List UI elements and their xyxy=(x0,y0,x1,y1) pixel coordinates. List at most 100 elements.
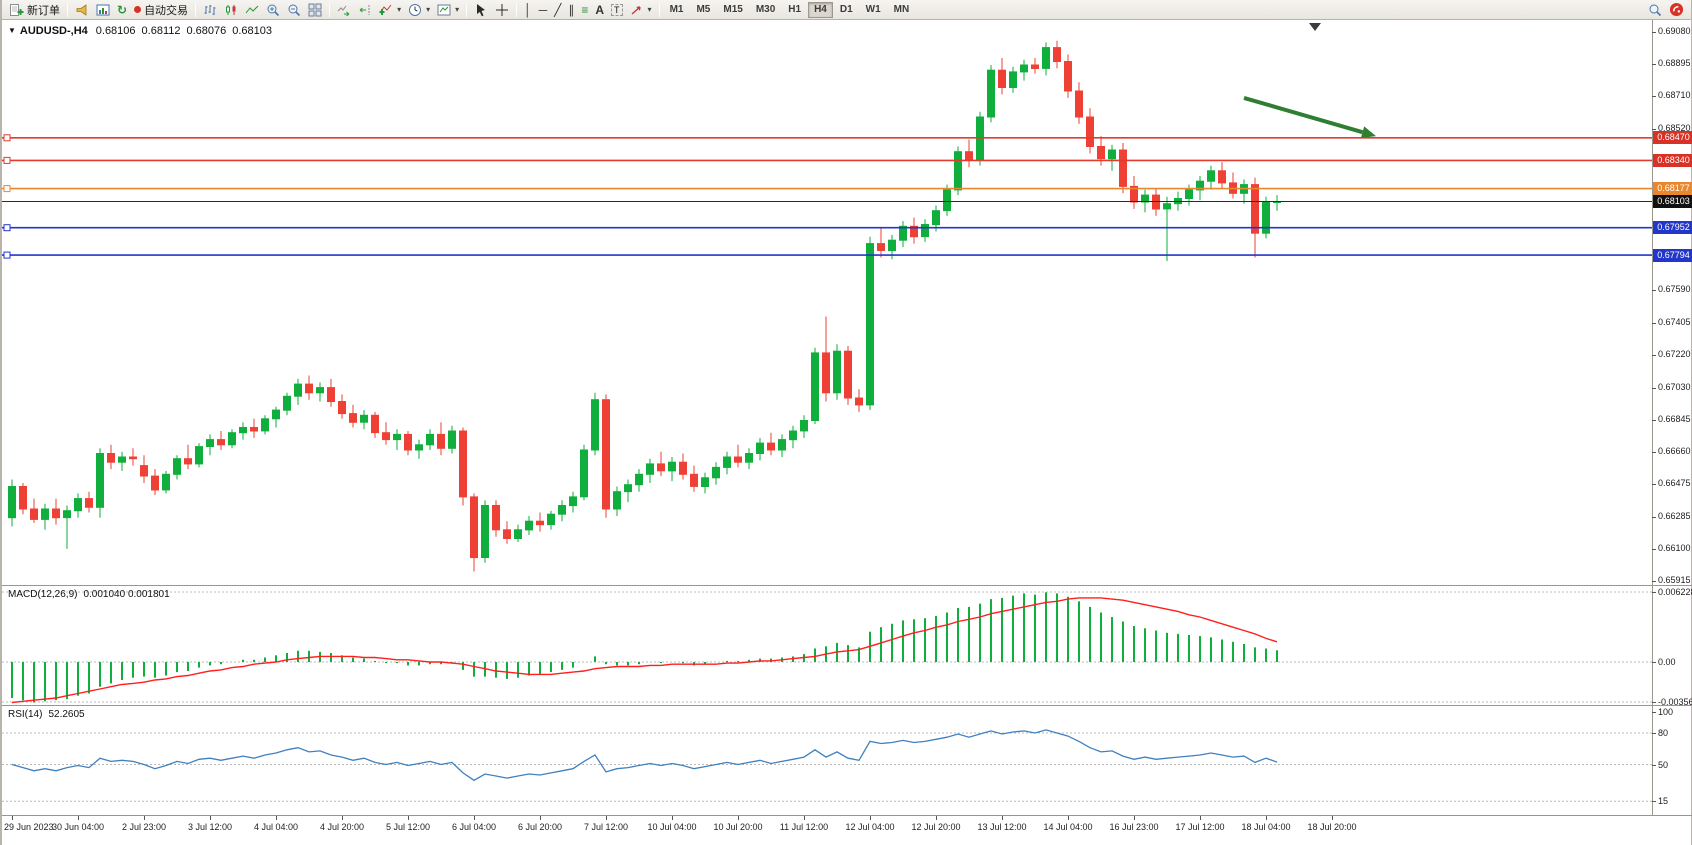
macd-label: MACD(12,26,9) 0.001040 0.001801 xyxy=(8,589,170,600)
cursor-icon xyxy=(477,3,486,16)
low-value: 0.68076 xyxy=(186,25,227,37)
macd-values: 0.001040 0.001801 xyxy=(83,589,170,600)
bar-chart-icon xyxy=(204,4,216,15)
high-value: 0.68112 xyxy=(141,25,181,37)
toolbar-separator xyxy=(67,2,68,17)
cursor-button[interactable] xyxy=(471,1,491,19)
price-axis-divider xyxy=(1652,20,1653,815)
line-handle xyxy=(3,134,11,142)
rsi-panel-canvas[interactable] xyxy=(2,706,1652,815)
trend-arrow-head xyxy=(1360,126,1376,138)
new-order-button[interactable]: 新订单 xyxy=(6,1,63,19)
zoom-in-button[interactable] xyxy=(263,1,283,19)
chevron-down-icon: ▾ xyxy=(647,5,652,14)
refresh-button[interactable]: ↻ xyxy=(114,1,130,19)
templates-button[interactable]: ▾ xyxy=(434,1,462,19)
zoom-out-button[interactable] xyxy=(284,1,304,19)
trendline-button[interactable]: ╱ xyxy=(551,1,564,19)
chart-shift-button[interactable] xyxy=(355,1,375,19)
timeframe-button-m1[interactable]: M1 xyxy=(669,4,684,15)
auto-scroll-icon xyxy=(337,5,350,16)
panel-splitter[interactable] xyxy=(2,705,1692,706)
horizontal-line-button[interactable]: ─ xyxy=(536,1,551,19)
chart-menu-triangle-icon[interactable]: ▼ xyxy=(8,26,16,35)
candles-group xyxy=(8,40,1281,572)
crosshair-button[interactable] xyxy=(492,1,512,19)
rsi-name: RSI(14) xyxy=(8,709,43,720)
text-tool-icon: A xyxy=(595,2,605,17)
line-handle xyxy=(3,156,11,164)
price-axis[interactable] xyxy=(1652,20,1692,585)
timeframe-button-m30[interactable]: M30 xyxy=(755,4,776,15)
indicators-button[interactable]: ▾ xyxy=(376,1,404,19)
text-button[interactable]: A xyxy=(592,1,607,19)
chart-title: ▼ AUDUSD-,H4 0.68106 0.68112 0.68076 0.68103 xyxy=(8,25,278,37)
trendline-icon: ╱ xyxy=(554,2,562,17)
horizontal-line-icon: ─ xyxy=(538,2,548,17)
chevron-down-icon: ▾ xyxy=(455,5,460,14)
autotrading-status-icon xyxy=(134,6,142,13)
chevron-down-icon: ▾ xyxy=(426,5,431,14)
macd-axis[interactable] xyxy=(1652,586,1692,705)
line-chart-button[interactable] xyxy=(242,1,262,19)
market-watch-icon xyxy=(96,4,110,15)
text-label-icon: T xyxy=(611,3,623,16)
rsi-line xyxy=(11,729,1278,782)
search-button[interactable] xyxy=(1645,1,1665,19)
alerts-button[interactable] xyxy=(72,1,92,19)
macd-panel-canvas[interactable] xyxy=(2,586,1652,705)
toolbar-separator xyxy=(195,2,197,17)
arrow-tool-icon xyxy=(631,5,641,15)
clock-icon xyxy=(409,3,422,16)
market-watch-button[interactable] xyxy=(93,1,113,19)
rsi-value: 52.2605 xyxy=(48,709,85,720)
timeframe-button-m5[interactable]: M5 xyxy=(696,4,711,15)
community-button[interactable] xyxy=(1666,1,1687,19)
trend-arrow xyxy=(1243,95,1364,135)
zoom-out-icon xyxy=(288,4,301,16)
new-order-icon xyxy=(10,3,24,16)
zoom-in-icon xyxy=(267,4,280,16)
tile-windows-icon xyxy=(308,3,322,16)
timeframe-button-h4[interactable]: H4 xyxy=(808,1,833,18)
macd-name: MACD(12,26,9) xyxy=(8,589,78,600)
crosshair-icon xyxy=(496,3,509,16)
panel-splitter[interactable] xyxy=(2,585,1692,586)
timeframe-button-mn[interactable]: MN xyxy=(893,4,910,15)
periods-button[interactable]: ▾ xyxy=(405,1,433,19)
toolbar-separator xyxy=(516,2,518,17)
line-handle xyxy=(3,251,11,259)
bar-chart-button[interactable] xyxy=(200,1,220,19)
text-label-button[interactable]: T xyxy=(608,1,626,19)
arrows-button[interactable]: ▾ xyxy=(627,1,655,19)
price-chart-canvas[interactable] xyxy=(2,20,1652,585)
new-order-label: 新订单 xyxy=(27,4,60,17)
rsi-label: RSI(14) 52.2605 xyxy=(8,709,85,720)
line-chart-icon xyxy=(245,5,259,13)
line-handle xyxy=(3,185,11,193)
autoscroll-marker-icon xyxy=(1309,23,1321,31)
chart-shift-icon xyxy=(359,4,370,15)
tile-windows-button[interactable] xyxy=(305,1,325,19)
toolbar-separator xyxy=(329,2,331,17)
autotrading-button[interactable]: 自动交易 xyxy=(131,1,191,19)
open-value: 0.68106 xyxy=(95,25,136,37)
fibonacci-button[interactable]: ≡ xyxy=(578,1,591,19)
candlestick-chart-button[interactable] xyxy=(221,1,241,19)
toolbar: 新订单 ↻ 自动交易 xyxy=(2,0,1691,20)
toolbar-separator xyxy=(658,2,660,17)
rsi-axis[interactable] xyxy=(1652,706,1692,815)
channel-button[interactable]: ∥ xyxy=(565,1,577,19)
chevron-down-icon: ▾ xyxy=(397,5,402,14)
time-axis[interactable] xyxy=(2,816,1652,842)
macd-histogram xyxy=(11,592,1278,703)
vertical-line-button[interactable]: │ xyxy=(521,1,535,19)
auto-scroll-button[interactable] xyxy=(334,1,354,19)
panel-splitter xyxy=(2,815,1692,816)
timeframe-button-m15[interactable]: M15 xyxy=(723,4,743,15)
timeframe-toolbar: M1 M5 M15 M30 H1 H4 D1 W1 MN xyxy=(664,1,916,18)
timeframe-button-w1[interactable]: W1 xyxy=(865,4,881,15)
timeframe-button-d1[interactable]: D1 xyxy=(839,4,853,15)
timeframe-button-h1[interactable]: H1 xyxy=(788,4,802,15)
